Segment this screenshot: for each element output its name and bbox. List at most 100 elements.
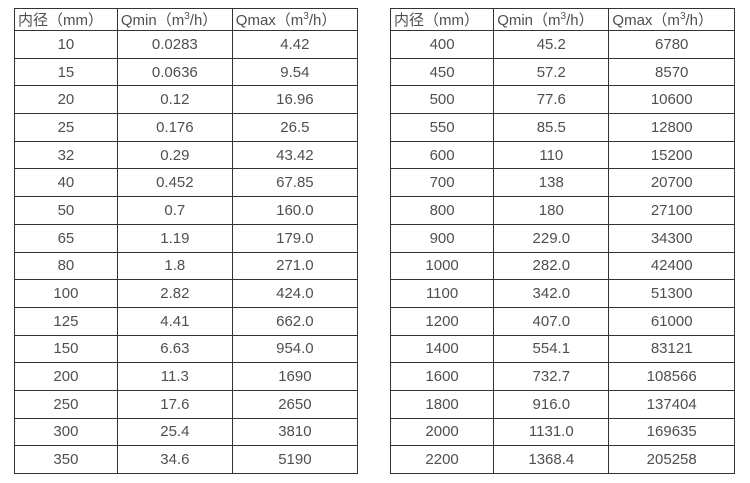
table-cell: 4.41	[116, 306, 233, 336]
column-header-0: 内径（mm）	[389, 8, 495, 31]
table-cell: 0.452	[116, 168, 233, 198]
table-cell: 20	[14, 85, 118, 115]
table-row: 350 34.6 5190	[14, 445, 359, 474]
table-row: 1000 282.0 42400	[389, 251, 735, 281]
header-row: 内径（mm） Qmin（m3/h） Qmax（m3/h）	[389, 8, 735, 31]
table-row: 65 1.19 179.0	[14, 223, 359, 253]
table-cell: 15200	[608, 140, 735, 170]
table-row: 1600 732.7 108566	[389, 362, 735, 391]
table-cell: 700	[389, 168, 495, 198]
table-cell: 1100	[389, 279, 495, 308]
table-cell: 250	[14, 389, 118, 419]
table-cell: 1368.4	[493, 445, 610, 474]
table-row: 1800 916.0 137404	[389, 389, 735, 419]
table-cell: 350	[14, 445, 118, 474]
table-cell: 554.1	[493, 334, 610, 364]
table-cell: 51300	[608, 279, 735, 308]
table-cell: 17.6	[116, 389, 233, 419]
table-row: 150 6.63 954.0	[14, 334, 359, 364]
table-row: 600 110 15200	[389, 140, 735, 170]
table-cell: 108566	[608, 362, 735, 391]
table-cell: 100	[14, 279, 118, 308]
table-cell: 2000	[389, 417, 495, 447]
table-cell: 20700	[608, 168, 735, 198]
table-cell: 50	[14, 196, 118, 225]
table-row: 10 0.0283 4.42	[14, 30, 359, 59]
table-cell: 110	[493, 140, 610, 170]
table-row: 15 0.0636 9.54	[14, 57, 359, 87]
column-header-2: Qmax（m3/h）	[231, 8, 359, 31]
table-cell: 6780	[608, 30, 735, 59]
table-cell: 65	[14, 223, 118, 253]
table-cell: 0.7	[116, 196, 233, 225]
table-cell: 1000	[389, 251, 495, 281]
table-cell: 15	[14, 57, 118, 87]
table-row: 500 77.6 10600	[389, 85, 735, 115]
table-row: 2200 1368.4 205258	[389, 445, 735, 474]
table-row: 50 0.7 160.0	[14, 196, 359, 225]
table-body: 10 0.0283 4.42 15 0.0636 9.54 20 0.12 16.96 25 0.1…	[14, 30, 359, 474]
table-cell: 342.0	[493, 279, 610, 308]
table-cell: 16.96	[231, 85, 359, 115]
table-row: 900 229.0 34300	[389, 223, 735, 253]
table-cell: 0.0283	[116, 30, 233, 59]
table-cell: 9.54	[231, 57, 359, 87]
table-row: 800 180 27100	[389, 196, 735, 225]
table-cell: 85.5	[493, 113, 610, 142]
table-cell: 900	[389, 223, 495, 253]
table-row: 700 138 20700	[389, 168, 735, 198]
table-cell: 2650	[231, 389, 359, 419]
table-cell: 800	[389, 196, 495, 225]
table-row: 25 0.176 26.5	[14, 113, 359, 142]
table-cell: 43.42	[231, 140, 359, 170]
table-row: 125 4.41 662.0	[14, 306, 359, 336]
table-cell: 80	[14, 251, 118, 281]
table-cell: 27100	[608, 196, 735, 225]
table-cell: 5190	[231, 445, 359, 474]
table-cell: 61000	[608, 306, 735, 336]
table-cell: 407.0	[493, 306, 610, 336]
table-cell: 200	[14, 362, 118, 391]
table-row: 40 0.452 67.85	[14, 168, 359, 198]
table-row: 450 57.2 8570	[389, 57, 735, 87]
table-row: 1100 342.0 51300	[389, 279, 735, 308]
column-header-0: 内径（mm）	[14, 8, 118, 31]
table-cell: 662.0	[231, 306, 359, 336]
table-cell: 4.42	[231, 30, 359, 59]
table-cell: 1600	[389, 362, 495, 391]
table-cell: 0.29	[116, 140, 233, 170]
table-cell: 2.82	[116, 279, 233, 308]
table-cell: 1400	[389, 334, 495, 364]
table-row: 2000 1131.0 169635	[389, 417, 735, 447]
table-cell: 8570	[608, 57, 735, 87]
table-row: 32 0.29 43.42	[14, 140, 359, 170]
table-cell: 77.6	[493, 85, 610, 115]
table-cell: 169635	[608, 417, 735, 447]
table-cell: 1.19	[116, 223, 233, 253]
table-cell: 1690	[231, 362, 359, 391]
table-cell: 1200	[389, 306, 495, 336]
table-cell: 600	[389, 140, 495, 170]
table-cell: 67.85	[231, 168, 359, 198]
table-cell: 282.0	[493, 251, 610, 281]
table-header-row: 内径（mm） Qmin（m3/h） Qmax（m3/h）	[14, 8, 359, 31]
header-row: 内径（mm） Qmin（m3/h） Qmax（m3/h）	[14, 8, 359, 31]
table-cell: 40	[14, 168, 118, 198]
table-cell: 10600	[608, 85, 735, 115]
table-row: 80 1.8 271.0	[14, 251, 359, 281]
column-header-2: Qmax（m3/h）	[608, 8, 735, 31]
table-cell: 500	[389, 85, 495, 115]
table-row: 250 17.6 2650	[14, 389, 359, 419]
table-cell: 916.0	[493, 389, 610, 419]
table-cell: 300	[14, 417, 118, 447]
table-cell: 45.2	[493, 30, 610, 59]
table-cell: 125	[14, 306, 118, 336]
table-cell: 180	[493, 196, 610, 225]
table-cell: 400	[389, 30, 495, 59]
table-cell: 83121	[608, 334, 735, 364]
table-row: 550 85.5 12800	[389, 113, 735, 142]
table-cell: 26.5	[231, 113, 359, 142]
table-cell: 138	[493, 168, 610, 198]
table-cell: 6.63	[116, 334, 233, 364]
